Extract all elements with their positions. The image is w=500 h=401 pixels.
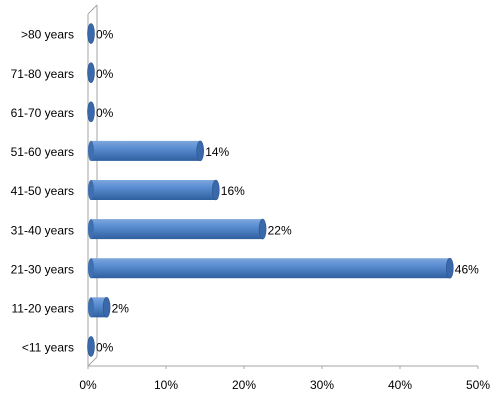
x-tick-label: 20% [232, 378, 256, 392]
y-tick-label: 11-20 years [12, 302, 74, 316]
y-tick-label: 21-30 years [11, 262, 74, 276]
value-label: 16% [221, 184, 245, 198]
bar-cap [445, 257, 454, 279]
bar [91, 180, 216, 200]
bar-cap [87, 101, 95, 123]
bar-cap [212, 179, 220, 201]
bar [91, 258, 450, 279]
x-tick-label: 40% [388, 378, 412, 392]
bar [91, 297, 107, 318]
bar-base [88, 258, 94, 279]
bar-cap [87, 23, 95, 44]
bar [91, 140, 201, 161]
y-tick-label: 31-40 years [11, 223, 74, 237]
bar-cap [87, 336, 95, 357]
value-label: 0% [96, 28, 114, 42]
x-tick-label: 50% [466, 378, 490, 392]
value-label: 0% [96, 67, 114, 81]
y-tick-label: >80 years [21, 28, 74, 42]
y-tick-label: 51-60 years [11, 145, 74, 159]
bar-cap [87, 62, 95, 83]
bar-cap [102, 297, 111, 318]
value-label: 46% [455, 262, 479, 276]
bar-cap [196, 140, 204, 162]
value-label: 22% [268, 223, 292, 237]
value-label: 14% [205, 145, 229, 159]
value-label: 2% [112, 302, 130, 316]
bar-base [88, 219, 94, 240]
value-label: 0% [96, 106, 114, 120]
bar-base [88, 180, 94, 200]
x-tick-label: 30% [310, 378, 334, 392]
bar-base [88, 297, 94, 318]
bar-base [88, 140, 94, 161]
y-tick-label: <11 years [22, 341, 74, 355]
y-tick-label: 71-80 years [11, 67, 74, 81]
y-tick-label: 61-70 years [11, 106, 74, 120]
bar [91, 219, 263, 240]
x-tick-label: 10% [154, 378, 178, 392]
value-label: 0% [96, 341, 114, 355]
bar-cap [258, 218, 267, 240]
x-tick-label: 0% [79, 378, 97, 392]
y-tick-label: 41-50 years [11, 184, 74, 198]
